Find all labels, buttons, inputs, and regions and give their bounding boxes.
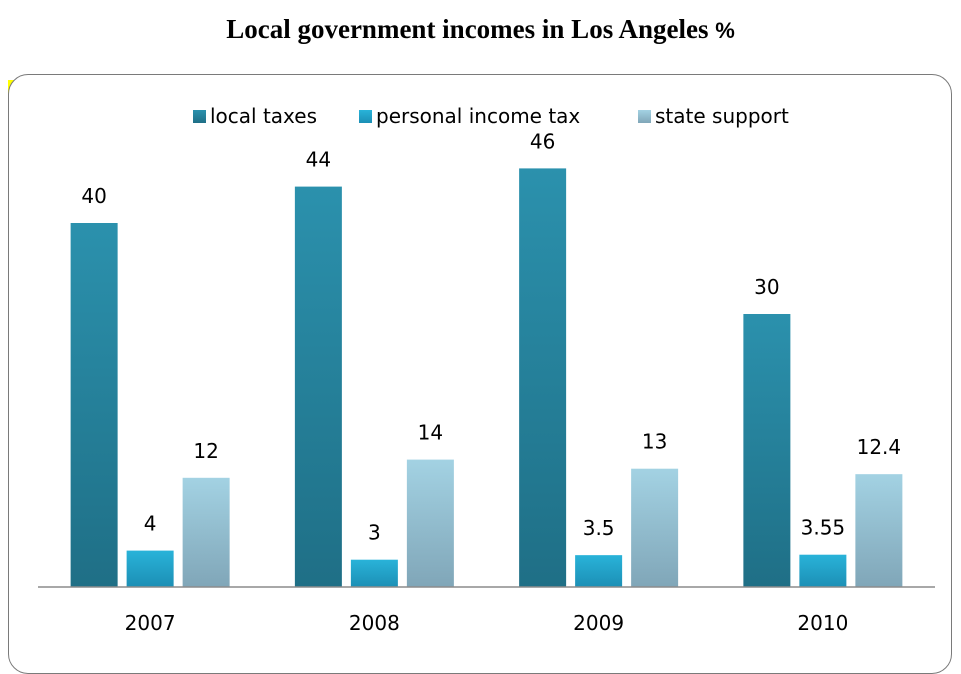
data-label-local-taxes-2009: 46 <box>530 129 555 153</box>
data-label-personal-income-tax-2010: 3.55 <box>801 516 846 540</box>
chart-area: local taxes personal income tax state supp… <box>38 104 935 635</box>
data-labels: 40 4 12 44 3 14 46 3.5 13 30 3.55 12.4 <box>81 129 901 544</box>
x-axis: 2007 2008 2009 2010 <box>38 586 935 635</box>
data-label-local-taxes-2010: 30 <box>754 275 779 299</box>
bar-personal-income-tax-2008 <box>350 559 398 587</box>
x-tick-label-2008: 2008 <box>349 611 400 635</box>
data-label-personal-income-tax-2008: 3 <box>368 521 381 545</box>
x-tick-label-2009: 2009 <box>573 611 624 635</box>
bar-state-support-2008 <box>406 459 454 587</box>
data-label-state-support-2007: 12 <box>193 439 218 463</box>
chart-title: Local government incomes in Los Angeles … <box>0 14 961 45</box>
bar-state-support-2007 <box>182 477 230 587</box>
bar-local-taxes-2008 <box>294 186 342 587</box>
bar-local-taxes-2007 <box>70 223 118 587</box>
data-label-personal-income-tax-2009: 3.5 <box>583 516 615 540</box>
legend-label-personal-income-tax: personal income tax <box>376 104 580 128</box>
data-label-state-support-2010: 12.4 <box>857 435 902 459</box>
bar-local-taxes-2009 <box>519 168 567 587</box>
bar-personal-income-tax-2007 <box>126 550 174 587</box>
legend-label-state-support: state support <box>655 104 789 128</box>
chart-title-text: Local government incomes in Los Angeles <box>226 14 709 44</box>
chart-title-unit: % <box>715 18 735 43</box>
bar-personal-income-tax-2009 <box>575 555 623 587</box>
legend-swatch-state-support <box>638 110 651 123</box>
bar-state-support-2010 <box>855 474 903 587</box>
legend-swatch-local-taxes <box>193 110 206 123</box>
legend-label-local-taxes: local taxes <box>210 104 317 128</box>
bar-state-support-2009 <box>631 468 679 587</box>
legend-swatch-personal-income-tax <box>359 110 372 123</box>
x-tick-label-2007: 2007 <box>125 611 176 635</box>
data-label-state-support-2009: 13 <box>642 430 667 454</box>
x-tick-label-2010: 2010 <box>797 611 848 635</box>
data-label-local-taxes-2008: 44 <box>306 148 331 172</box>
data-label-local-taxes-2007: 40 <box>81 184 106 208</box>
data-label-state-support-2008: 14 <box>418 421 443 445</box>
data-label-personal-income-tax-2007: 4 <box>144 512 157 536</box>
bar-groups <box>70 168 903 587</box>
chart-legend: local taxes personal income tax state supp… <box>193 104 789 128</box>
bar-local-taxes-2010 <box>743 314 791 587</box>
bar-personal-income-tax-2010 <box>799 554 847 587</box>
